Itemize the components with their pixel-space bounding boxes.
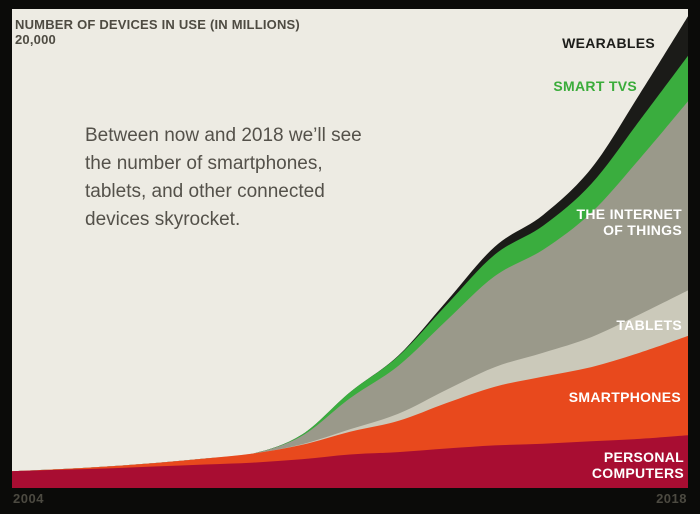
series-label-tablets: TABLETS — [616, 317, 682, 333]
series-label-smart-tvs: SMART TVS — [553, 78, 637, 94]
area-personal-computers — [12, 435, 688, 488]
y-axis-max-label: 20,000 — [15, 32, 56, 47]
series-label-personal-computers: PERSONAL COMPUTERS — [591, 449, 684, 481]
annotation-text: Between now and 2018 we’ll see the numbe… — [85, 125, 362, 230]
series-label-wearables: WEARABLES — [562, 35, 655, 51]
chart-canvas — [12, 9, 688, 488]
stacked-area-chart — [12, 16, 688, 488]
series-label-internet-of-things: THE INTERNET OF THINGS — [576, 206, 682, 238]
x-axis-start-label: 2004 — [13, 491, 44, 506]
series-label-smartphones: SMARTPHONES — [568, 389, 681, 405]
chart-title: NUMBER OF DEVICES IN USE (IN MILLIONS) — [15, 17, 300, 32]
chart-header: NUMBER OF DEVICES IN USE (IN MILLIONS) 2… — [15, 17, 300, 47]
x-axis-end-label: 2018 — [656, 491, 687, 506]
